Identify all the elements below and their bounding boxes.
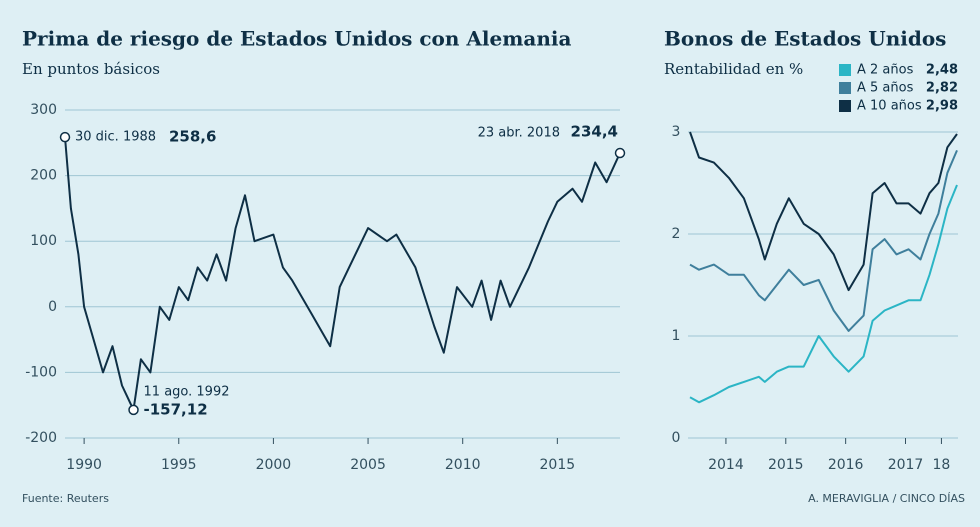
subtitle: Rentabilidad en %	[664, 60, 803, 78]
legend-swatch	[839, 64, 851, 76]
y-tick-label: -100	[25, 364, 57, 380]
x-tick-label: 2000	[256, 457, 292, 473]
legend-swatch	[839, 100, 851, 112]
annotation-date: 23 abr. 2018	[478, 126, 560, 141]
annotation-value: -157,12	[144, 400, 208, 418]
legend-value: 2,48	[926, 63, 958, 78]
y-tick-label: 100	[30, 233, 57, 249]
annotation-value: 234,4	[571, 123, 618, 141]
annotation-marker	[59, 131, 71, 143]
line	[689, 150, 958, 332]
credit: A. MERAVIGLIA / CINCO DÍAS	[808, 492, 965, 505]
legend-value: 2,98	[926, 99, 958, 114]
legend-label: A 2 años	[857, 63, 914, 78]
legend-value: 2,82	[926, 81, 958, 96]
legend-label: A 10 años	[857, 99, 922, 114]
legend-swatch	[839, 82, 851, 94]
x-tick-label: 2014	[708, 457, 744, 473]
y-tick-label: -200	[25, 430, 57, 446]
x-tick-label: 2017	[888, 457, 924, 473]
x-tick-label: 2015	[768, 457, 804, 473]
annotation-marker	[614, 147, 626, 159]
annotation-date: 30 dic. 1988	[75, 130, 156, 145]
annotation-value: 258,6	[169, 128, 216, 146]
y-tick-label: 300	[30, 102, 57, 118]
y-tick-label: 3	[672, 124, 681, 140]
x-tick-label: 1995	[161, 457, 197, 473]
line	[689, 184, 958, 404]
y-tick-label: 1	[672, 328, 681, 344]
y-tick-label: 200	[30, 168, 57, 184]
x-tick-label: 18	[933, 457, 951, 473]
subtitle: En puntos básicos	[22, 60, 160, 78]
annotation-date: 11 ago. 1992	[144, 384, 230, 399]
x-tick-label: 2010	[445, 457, 481, 473]
y-tick-label: 0	[672, 430, 681, 446]
annotation-marker	[128, 404, 139, 416]
line	[689, 131, 958, 292]
chart-title: Prima de riesgo de Estados Unidos con Al…	[22, 27, 572, 51]
source: Fuente: Reuters	[22, 492, 109, 505]
y-tick-label: 0	[48, 299, 57, 315]
x-tick-label: 1990	[66, 457, 102, 473]
y-tick-label: 2	[672, 226, 681, 242]
x-tick-label: 2015	[540, 457, 576, 473]
legend-label: A 5 años	[857, 81, 914, 96]
chart-title: Bonos de Estados Unidos	[664, 27, 946, 51]
x-tick-label: 2005	[350, 457, 386, 473]
x-tick-label: 2016	[828, 457, 864, 473]
